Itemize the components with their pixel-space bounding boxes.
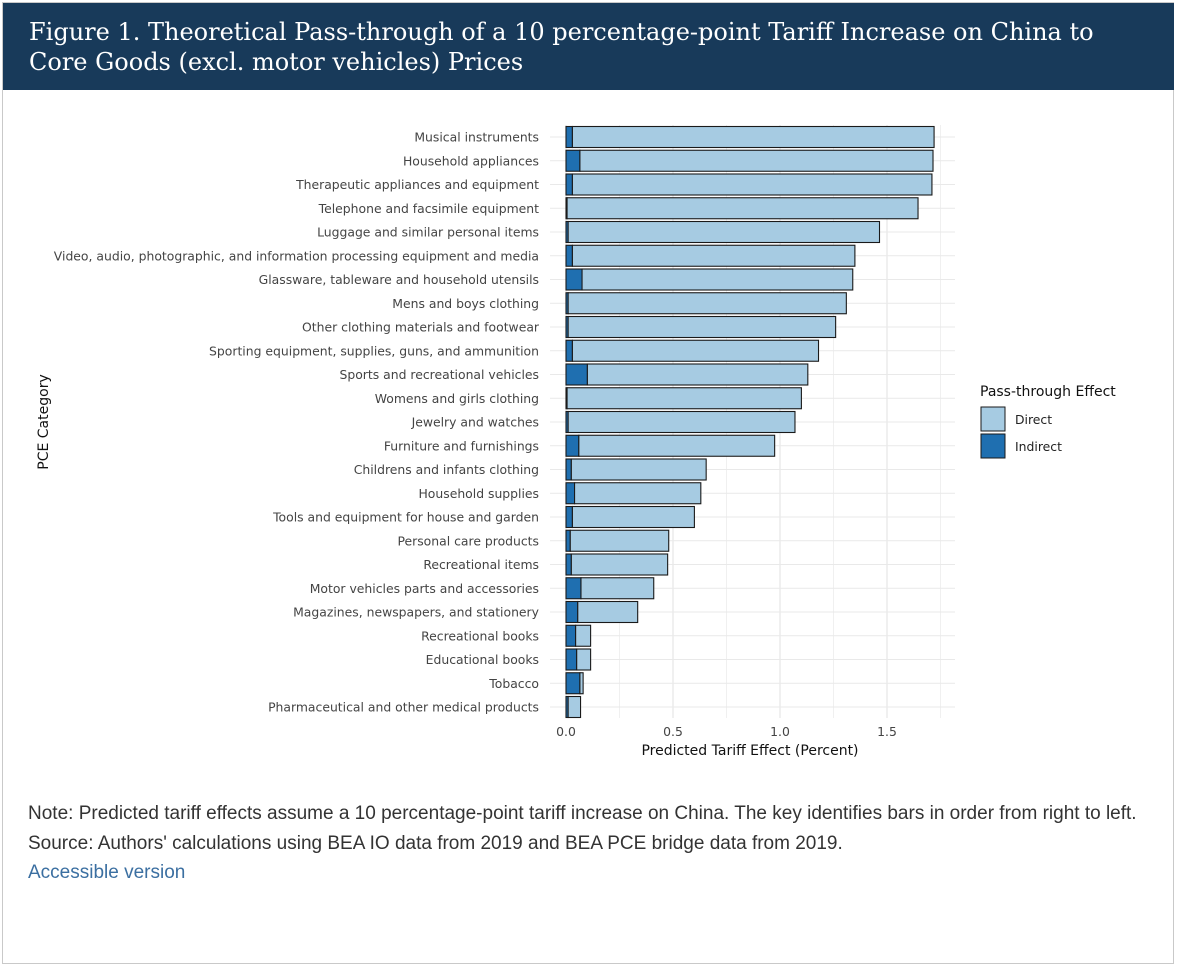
y-tick-label: Magazines, newspapers, and stationery	[293, 605, 539, 620]
y-tick-label: Recreational items	[423, 557, 539, 572]
y-tick-label: Tobacco	[488, 676, 539, 691]
bar-indirect	[565, 648, 578, 671]
bar-direct	[571, 173, 933, 196]
x-tick-label: 0.5	[663, 724, 683, 739]
x-tick-label: 1.5	[877, 724, 897, 739]
bars	[565, 125, 935, 719]
bar-indirect	[565, 553, 572, 576]
figure-notes: Note: Predicted tariff effects assume a …	[28, 799, 1138, 888]
bar-indirect	[565, 482, 576, 505]
bar-direct	[567, 315, 837, 339]
y-tick-label: Video, audio, photographic, and informat…	[54, 248, 539, 263]
bar-direct	[571, 125, 935, 149]
bar-direct	[577, 600, 639, 624]
bar-direct	[581, 268, 854, 291]
legend-swatch-direct	[980, 406, 1006, 432]
bar-direct	[570, 458, 707, 481]
bar-direct	[579, 672, 584, 695]
bar-indirect	[565, 244, 573, 267]
legend-label-direct: Direct	[1015, 412, 1052, 427]
bar-indirect	[565, 672, 581, 695]
y-tick-label: Motor vehicles parts and accessories	[310, 581, 539, 596]
y-tick-label: Therapeutic appliances and equipment	[295, 177, 539, 192]
bar-direct	[569, 529, 670, 552]
bar-direct	[574, 482, 702, 505]
bar-indirect	[565, 600, 579, 624]
y-tick-label: Sporting equipment, supplies, guns, and …	[209, 343, 539, 358]
y-tick-label: Telephone and facsimile equipment	[318, 201, 539, 216]
bar-indirect	[565, 363, 588, 386]
bar-indirect	[565, 458, 572, 481]
y-tick-label: Tools and equipment for house and garden	[272, 510, 539, 525]
bar-direct	[580, 577, 655, 600]
bar-indirect	[565, 624, 577, 647]
legend-swatch-indirect	[980, 433, 1006, 459]
source-text: Source: Authors' calculations using BEA …	[28, 832, 843, 854]
bar-indirect	[565, 505, 573, 529]
bar-direct	[571, 244, 856, 267]
bar-indirect	[565, 339, 573, 362]
note-text: Note: Predicted tariff effects assume a …	[28, 803, 1137, 824]
bar-direct	[578, 434, 776, 457]
bar-direct	[566, 197, 919, 220]
y-tick-label: Recreational books	[421, 628, 539, 643]
bar-indirect	[565, 173, 573, 196]
bar-indirect	[565, 577, 582, 600]
y-tick-label: Furniture and furnishings	[384, 438, 539, 453]
bar-direct	[566, 387, 802, 410]
y-tick-label: Glassware, tableware and household utens…	[259, 272, 539, 287]
accessible-version-link[interactable]: Accessible version	[28, 862, 186, 883]
bar-direct	[571, 505, 695, 529]
bar-direct	[570, 553, 669, 576]
bar-indirect	[565, 434, 580, 457]
bar-chart: Musical instruments Household appliances T…	[36, 125, 1116, 759]
y-tick-label: Musical instruments	[414, 130, 539, 145]
x-axis-title: Predicted Tariff Effect (Percent)	[641, 743, 858, 759]
x-tick-label: 1.0	[770, 724, 790, 739]
y-tick-label: Other clothing materials and footwear	[302, 320, 540, 335]
bar-direct	[576, 648, 592, 671]
bar-direct	[586, 363, 809, 386]
y-tick-label: Household supplies	[418, 486, 539, 501]
bar-direct	[567, 220, 881, 244]
x-tick-labels: 0.0 0.5 1.0 1.5	[556, 724, 897, 739]
bar-direct	[575, 624, 592, 647]
bar-direct	[571, 339, 820, 362]
bar-indirect	[565, 529, 571, 552]
y-tick-label: Sports and recreational vehicles	[340, 367, 540, 382]
bar-direct	[567, 410, 796, 434]
y-tick-label: Mens and boys clothing	[392, 296, 539, 311]
y-tick-label: Pharmaceutical and other medical product…	[268, 700, 539, 715]
y-tick-label: Jewelry and watches	[411, 415, 539, 430]
y-tick-label: Childrens and infants clothing	[354, 462, 539, 477]
y-axis-title: PCE Category	[36, 374, 52, 469]
y-tick-label: Womens and girls clothing	[375, 391, 539, 406]
x-tick-label: 0.0	[556, 724, 576, 739]
bar-indirect	[565, 149, 581, 172]
y-tick-label: Household appliances	[403, 153, 539, 168]
y-tick-labels: Musical instruments Household appliances T…	[54, 130, 540, 715]
bar-direct	[567, 292, 847, 315]
bar-indirect	[565, 125, 573, 149]
legend-title: Pass-through Effect	[980, 384, 1116, 400]
bar-direct	[579, 149, 934, 172]
y-tick-label: Educational books	[426, 652, 539, 667]
legend-label-indirect: Indirect	[1015, 439, 1062, 454]
figure-title: Figure 1. Theoretical Pass-through of a …	[3, 3, 1174, 90]
bar-indirect	[565, 268, 583, 291]
bar-direct	[567, 695, 582, 719]
y-tick-label: Personal care products	[397, 533, 539, 548]
y-tick-label: Luggage and similar personal items	[317, 225, 539, 240]
legend: Pass-through Effect Direct Indirect	[980, 384, 1116, 459]
